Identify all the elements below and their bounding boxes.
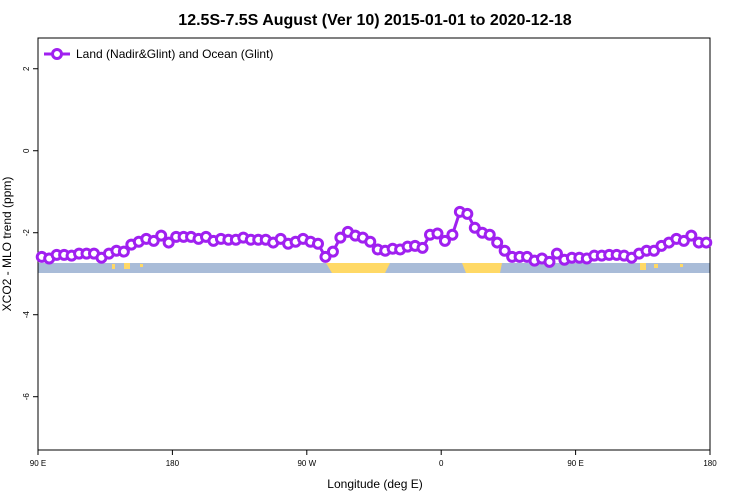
data-point: [364, 235, 377, 248]
land-segment: [112, 264, 115, 269]
x-tick-label: 180: [703, 459, 717, 468]
x-tick-label: 180: [166, 459, 180, 468]
land-segment: [140, 264, 143, 267]
land-segment: [462, 263, 502, 273]
y-tick-label: -6: [22, 393, 31, 401]
data-point: [685, 229, 698, 242]
land-ocean-band: [38, 263, 710, 273]
land-segment: [680, 264, 683, 267]
y-tick-label: 0: [22, 148, 31, 153]
data-point: [550, 247, 563, 260]
data-point: [147, 234, 160, 247]
data-point: [677, 234, 690, 247]
y-tick-label: -2: [22, 229, 31, 237]
data-point: [446, 228, 459, 241]
legend-marker: [51, 48, 63, 60]
data-point: [319, 250, 332, 263]
data-point: [326, 245, 339, 258]
y-tick-label: -4: [22, 311, 31, 319]
x-tick-label: 90 W: [297, 459, 316, 468]
y-tick-label: 2: [22, 66, 31, 71]
chart-title: 12.5S-7.5S August (Ver 10) 2015-01-01 to…: [178, 12, 571, 29]
data-point: [461, 207, 474, 220]
data-point: [700, 236, 713, 249]
land-segment: [124, 263, 130, 269]
x-tick-label: 90 E: [30, 459, 46, 468]
land-segment: [640, 263, 646, 270]
data-point: [438, 234, 451, 247]
data-point: [312, 237, 324, 250]
legend: Land (Nadir&Glint) and Ocean (Glint): [44, 47, 273, 61]
x-axis-label: Longitude (deg E): [327, 477, 422, 491]
x-tick-label: 90 E: [567, 459, 583, 468]
data-point: [416, 241, 429, 254]
data-point: [334, 231, 347, 244]
land-segment: [654, 264, 658, 268]
x-tick-label: 0: [439, 459, 444, 468]
data-point: [498, 244, 511, 257]
data-point: [483, 228, 496, 241]
data-point: [543, 255, 556, 268]
legend-label: Land (Nadir&Glint) and Ocean (Glint): [76, 47, 273, 61]
y-axis-label: XCO2 - MLO trend (ppm): [0, 177, 14, 312]
data-point: [162, 236, 175, 249]
data-point: [117, 245, 130, 258]
land-segment: [326, 263, 390, 273]
data-point: [491, 236, 504, 249]
data-point: [155, 229, 168, 242]
data-point: [431, 227, 444, 240]
